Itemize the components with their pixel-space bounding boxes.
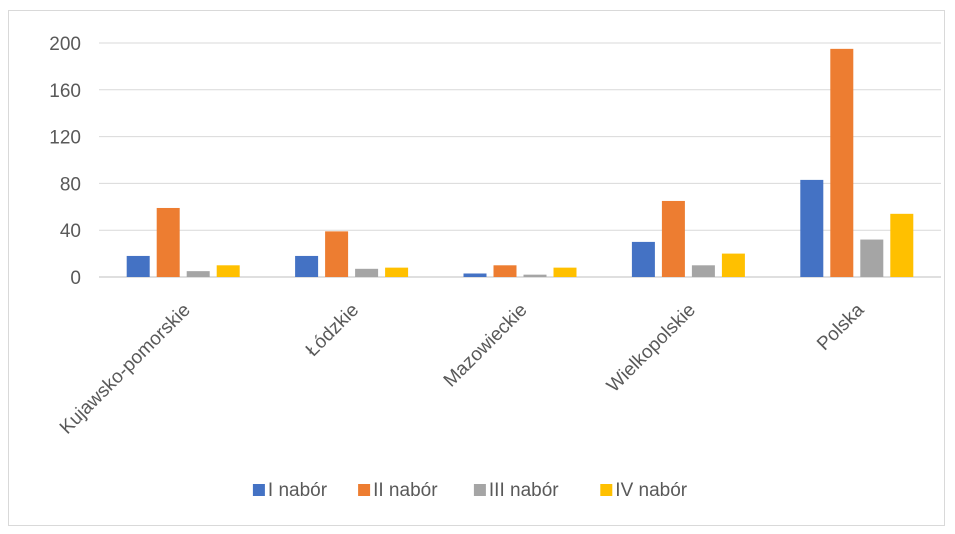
x-tick-label: Polska (813, 299, 868, 354)
y-tick-label: 80 (60, 174, 81, 195)
bar (156, 207, 180, 277)
bar (216, 265, 240, 277)
bar (830, 48, 854, 277)
chart-frame: 0 40 80 120 160 200 Kujawsko-pomorskie Łódzkie… (8, 10, 945, 526)
legend-swatch (358, 484, 371, 496)
y-tick-label: 160 (49, 81, 81, 102)
bars (126, 48, 914, 277)
legend-label: II nabór (373, 480, 438, 501)
legend-label: I nabór (268, 480, 328, 501)
y-tick-label: 40 (60, 221, 81, 242)
bar (493, 265, 517, 277)
bar (890, 213, 914, 277)
y-tick-label: 120 (49, 128, 81, 149)
legend-swatch (252, 484, 265, 496)
y-tick-label: 200 (49, 34, 81, 55)
legend-swatch (473, 484, 486, 496)
bar (463, 273, 487, 277)
bar (355, 268, 379, 277)
bar (126, 255, 150, 277)
x-tick-label: Łódzkie (302, 300, 363, 361)
bar (631, 241, 655, 277)
y-tick-label: 0 (70, 268, 81, 289)
y-axis-ticks: 0 40 80 120 160 200 (49, 34, 81, 289)
legend-swatch (600, 484, 613, 496)
bar (523, 274, 547, 277)
bar (553, 267, 577, 277)
bar (385, 267, 409, 277)
x-tick-label: Mazowieckie (440, 300, 532, 392)
legend-label: IV nabór (615, 480, 687, 501)
bar (295, 255, 319, 277)
x-tick-label: Kujawsko-pomorskie (56, 300, 195, 439)
bar (691, 265, 715, 277)
legend: I nabór II nabór III nabór IV nabór (252, 480, 688, 501)
bar (325, 231, 349, 277)
bar (721, 253, 745, 277)
bar (860, 239, 884, 277)
x-axis-labels: Kujawsko-pomorskie Łódzkie Mazowieckie Wiel… (56, 299, 869, 438)
bar-chart: 0 40 80 120 160 200 Kujawsko-pomorskie Łódzkie… (49, 34, 941, 501)
bar (661, 200, 685, 277)
bar (186, 271, 210, 277)
bar (800, 179, 824, 277)
x-tick-label: Wielkopolskie (603, 300, 700, 397)
legend-label: III nabór (489, 480, 559, 501)
